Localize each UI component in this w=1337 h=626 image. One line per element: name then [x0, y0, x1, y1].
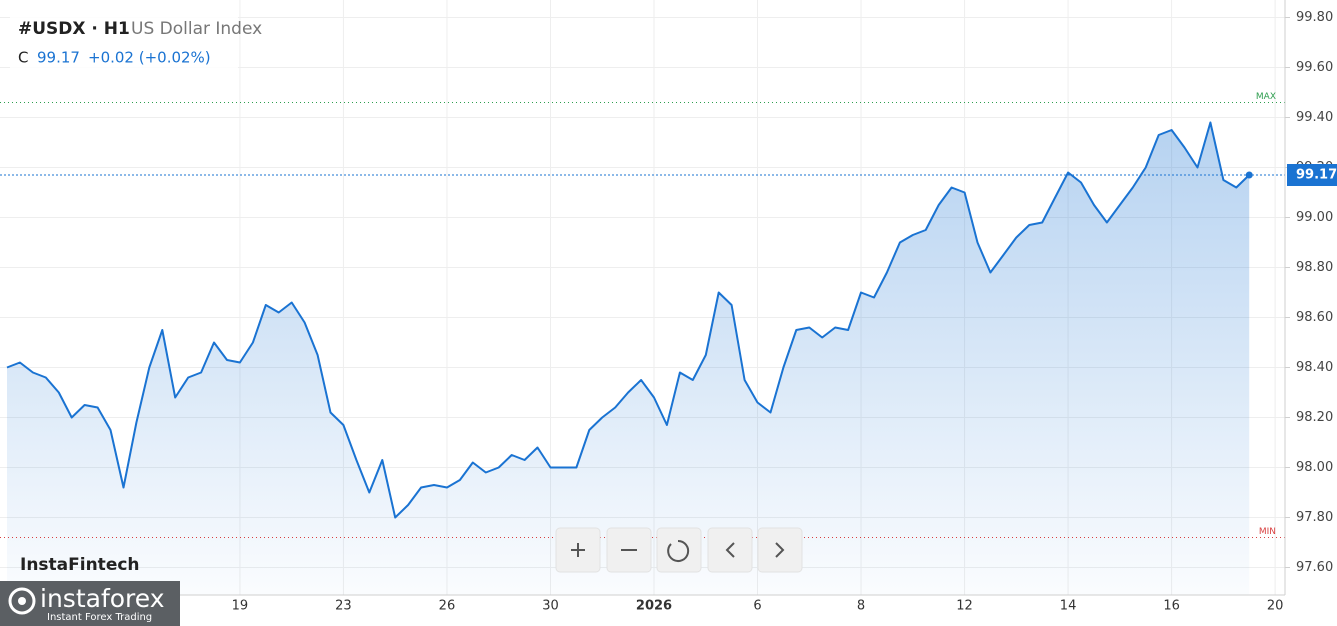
- nav-buttons: [555, 527, 803, 573]
- x-tick-label: 16: [1163, 599, 1180, 614]
- logo-icon: [8, 587, 36, 615]
- chart-subtitle: US Dollar Index: [131, 19, 262, 39]
- left-icon: [725, 542, 735, 558]
- x-tick-label: 20: [1267, 599, 1284, 614]
- y-tick-label: 97.60: [1296, 560, 1333, 575]
- y-tick-label: 99.60: [1296, 60, 1333, 75]
- close-tag: [1287, 164, 1337, 186]
- zoom-in-icon: [571, 543, 585, 557]
- x-tick-label: 12: [956, 599, 973, 614]
- y-tick-label: 99.80: [1296, 10, 1333, 25]
- reset-icon: [667, 539, 690, 562]
- chart-title: #USDX · H1: [18, 19, 130, 39]
- close-value: 99.17: [37, 49, 80, 67]
- price-line: [6, 121, 1250, 519]
- x-tick-label: 19: [232, 599, 249, 614]
- scroll-right-button[interactable]: [757, 527, 803, 573]
- reset-button[interactable]: [656, 527, 702, 573]
- close-prefix: C: [18, 49, 28, 67]
- y-tick-label: 98.60: [1296, 310, 1333, 325]
- x-tick-label: 26: [439, 599, 456, 614]
- y-tick-label: 97.80: [1296, 510, 1333, 525]
- x-tick-label: 6: [753, 599, 761, 614]
- x-tick-label: 30: [542, 599, 559, 614]
- x-tick-label: 14: [1060, 599, 1077, 614]
- x-tick-label: 2026: [636, 599, 672, 614]
- right-icon: [775, 542, 785, 558]
- y-tick-label: 98.80: [1296, 260, 1333, 275]
- y-tick-label: 99.00: [1296, 210, 1333, 225]
- area-fill: [7, 122, 1250, 595]
- logo-box: [0, 581, 180, 626]
- reference-label: MAX: [1256, 92, 1276, 102]
- brand-text: InstaFintech: [20, 555, 140, 575]
- x-tick-label: 8: [857, 599, 865, 614]
- plot: [0, 102, 1285, 595]
- header-box: [10, 12, 238, 74]
- y-tick-label: 98.00: [1296, 460, 1333, 475]
- y-tick-label: 98.20: [1296, 410, 1333, 425]
- logo-tagline: Instant Forex Trading: [47, 612, 152, 623]
- close-tag-label: 99.17: [1296, 168, 1337, 183]
- y-tick-label: 99.40: [1296, 110, 1333, 125]
- reference-label: MIN: [1259, 527, 1276, 537]
- change-value: +0.02 (+0.02%): [88, 49, 211, 67]
- logo: instaforex Instant Forex Trading: [0, 581, 180, 626]
- logo-icon-dot: [18, 597, 26, 605]
- y-tick-label: 98.40: [1296, 360, 1333, 375]
- scroll-left-button[interactable]: [707, 527, 753, 573]
- logo-text: instaforex: [40, 584, 165, 613]
- x-tick-label: 23: [335, 599, 352, 614]
